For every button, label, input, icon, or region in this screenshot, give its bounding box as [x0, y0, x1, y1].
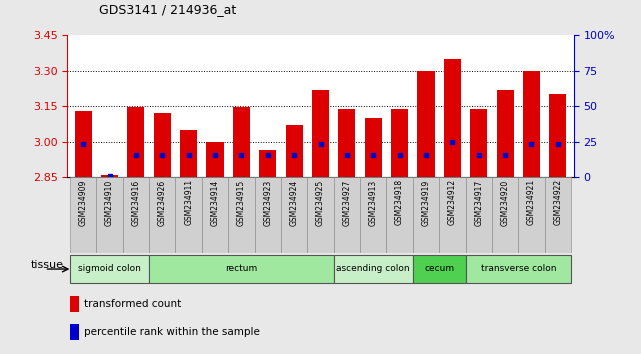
- Bar: [233, 107, 250, 177]
- Bar: [439, 177, 465, 253]
- Bar: [101, 175, 118, 177]
- Bar: [545, 177, 571, 253]
- Bar: [149, 255, 334, 283]
- Text: sigmoid colon: sigmoid colon: [78, 264, 141, 273]
- Text: GSM234926: GSM234926: [158, 179, 167, 225]
- Bar: [259, 150, 276, 177]
- Bar: [149, 177, 176, 253]
- Bar: [444, 59, 461, 177]
- Text: GSM234912: GSM234912: [448, 179, 457, 225]
- Text: GSM234924: GSM234924: [290, 179, 299, 225]
- Text: GSM234921: GSM234921: [527, 179, 536, 225]
- Text: GSM234916: GSM234916: [131, 179, 140, 225]
- Bar: [70, 324, 79, 340]
- Text: GDS3141 / 214936_at: GDS3141 / 214936_at: [99, 3, 237, 16]
- Text: GSM234927: GSM234927: [342, 179, 351, 225]
- Bar: [180, 130, 197, 177]
- Bar: [176, 177, 202, 253]
- Text: cecum: cecum: [424, 264, 454, 273]
- Bar: [70, 177, 96, 253]
- Text: transverse colon: transverse colon: [481, 264, 556, 273]
- Bar: [281, 177, 307, 253]
- Bar: [285, 125, 303, 177]
- Text: GSM234922: GSM234922: [553, 179, 562, 225]
- Bar: [312, 90, 329, 177]
- Text: tissue: tissue: [31, 261, 64, 270]
- Bar: [96, 177, 122, 253]
- Bar: [202, 177, 228, 253]
- Bar: [254, 177, 281, 253]
- Text: GSM234919: GSM234919: [422, 179, 431, 225]
- Bar: [228, 177, 254, 253]
- Text: GSM234910: GSM234910: [105, 179, 114, 225]
- Bar: [360, 177, 387, 253]
- Text: GSM234911: GSM234911: [184, 179, 193, 225]
- Bar: [338, 109, 356, 177]
- Bar: [70, 255, 149, 283]
- Text: transformed count: transformed count: [83, 299, 181, 309]
- Bar: [465, 177, 492, 253]
- Text: GSM234923: GSM234923: [263, 179, 272, 225]
- Bar: [334, 255, 413, 283]
- Bar: [74, 111, 92, 177]
- Text: GSM234915: GSM234915: [237, 179, 246, 225]
- Bar: [307, 177, 334, 253]
- Text: GSM234917: GSM234917: [474, 179, 483, 225]
- Bar: [206, 142, 224, 177]
- Text: GSM234909: GSM234909: [79, 179, 88, 225]
- Bar: [334, 177, 360, 253]
- Bar: [365, 118, 382, 177]
- Text: GSM234920: GSM234920: [501, 179, 510, 225]
- Bar: [128, 107, 144, 177]
- Bar: [519, 177, 545, 253]
- Bar: [122, 177, 149, 253]
- Bar: [413, 255, 465, 283]
- Text: GSM234925: GSM234925: [316, 179, 325, 225]
- Bar: [523, 71, 540, 177]
- Text: percentile rank within the sample: percentile rank within the sample: [83, 327, 260, 337]
- Text: GSM234913: GSM234913: [369, 179, 378, 225]
- Text: GSM234914: GSM234914: [210, 179, 219, 225]
- Bar: [387, 177, 413, 253]
- Bar: [417, 71, 435, 177]
- Bar: [391, 109, 408, 177]
- Text: rectum: rectum: [225, 264, 258, 273]
- Bar: [413, 177, 439, 253]
- Bar: [549, 95, 567, 177]
- Bar: [154, 113, 171, 177]
- Bar: [497, 90, 513, 177]
- Bar: [492, 177, 519, 253]
- Bar: [70, 296, 79, 312]
- Bar: [470, 109, 487, 177]
- Text: GSM234918: GSM234918: [395, 179, 404, 225]
- Text: ascending colon: ascending colon: [337, 264, 410, 273]
- Bar: [465, 255, 571, 283]
